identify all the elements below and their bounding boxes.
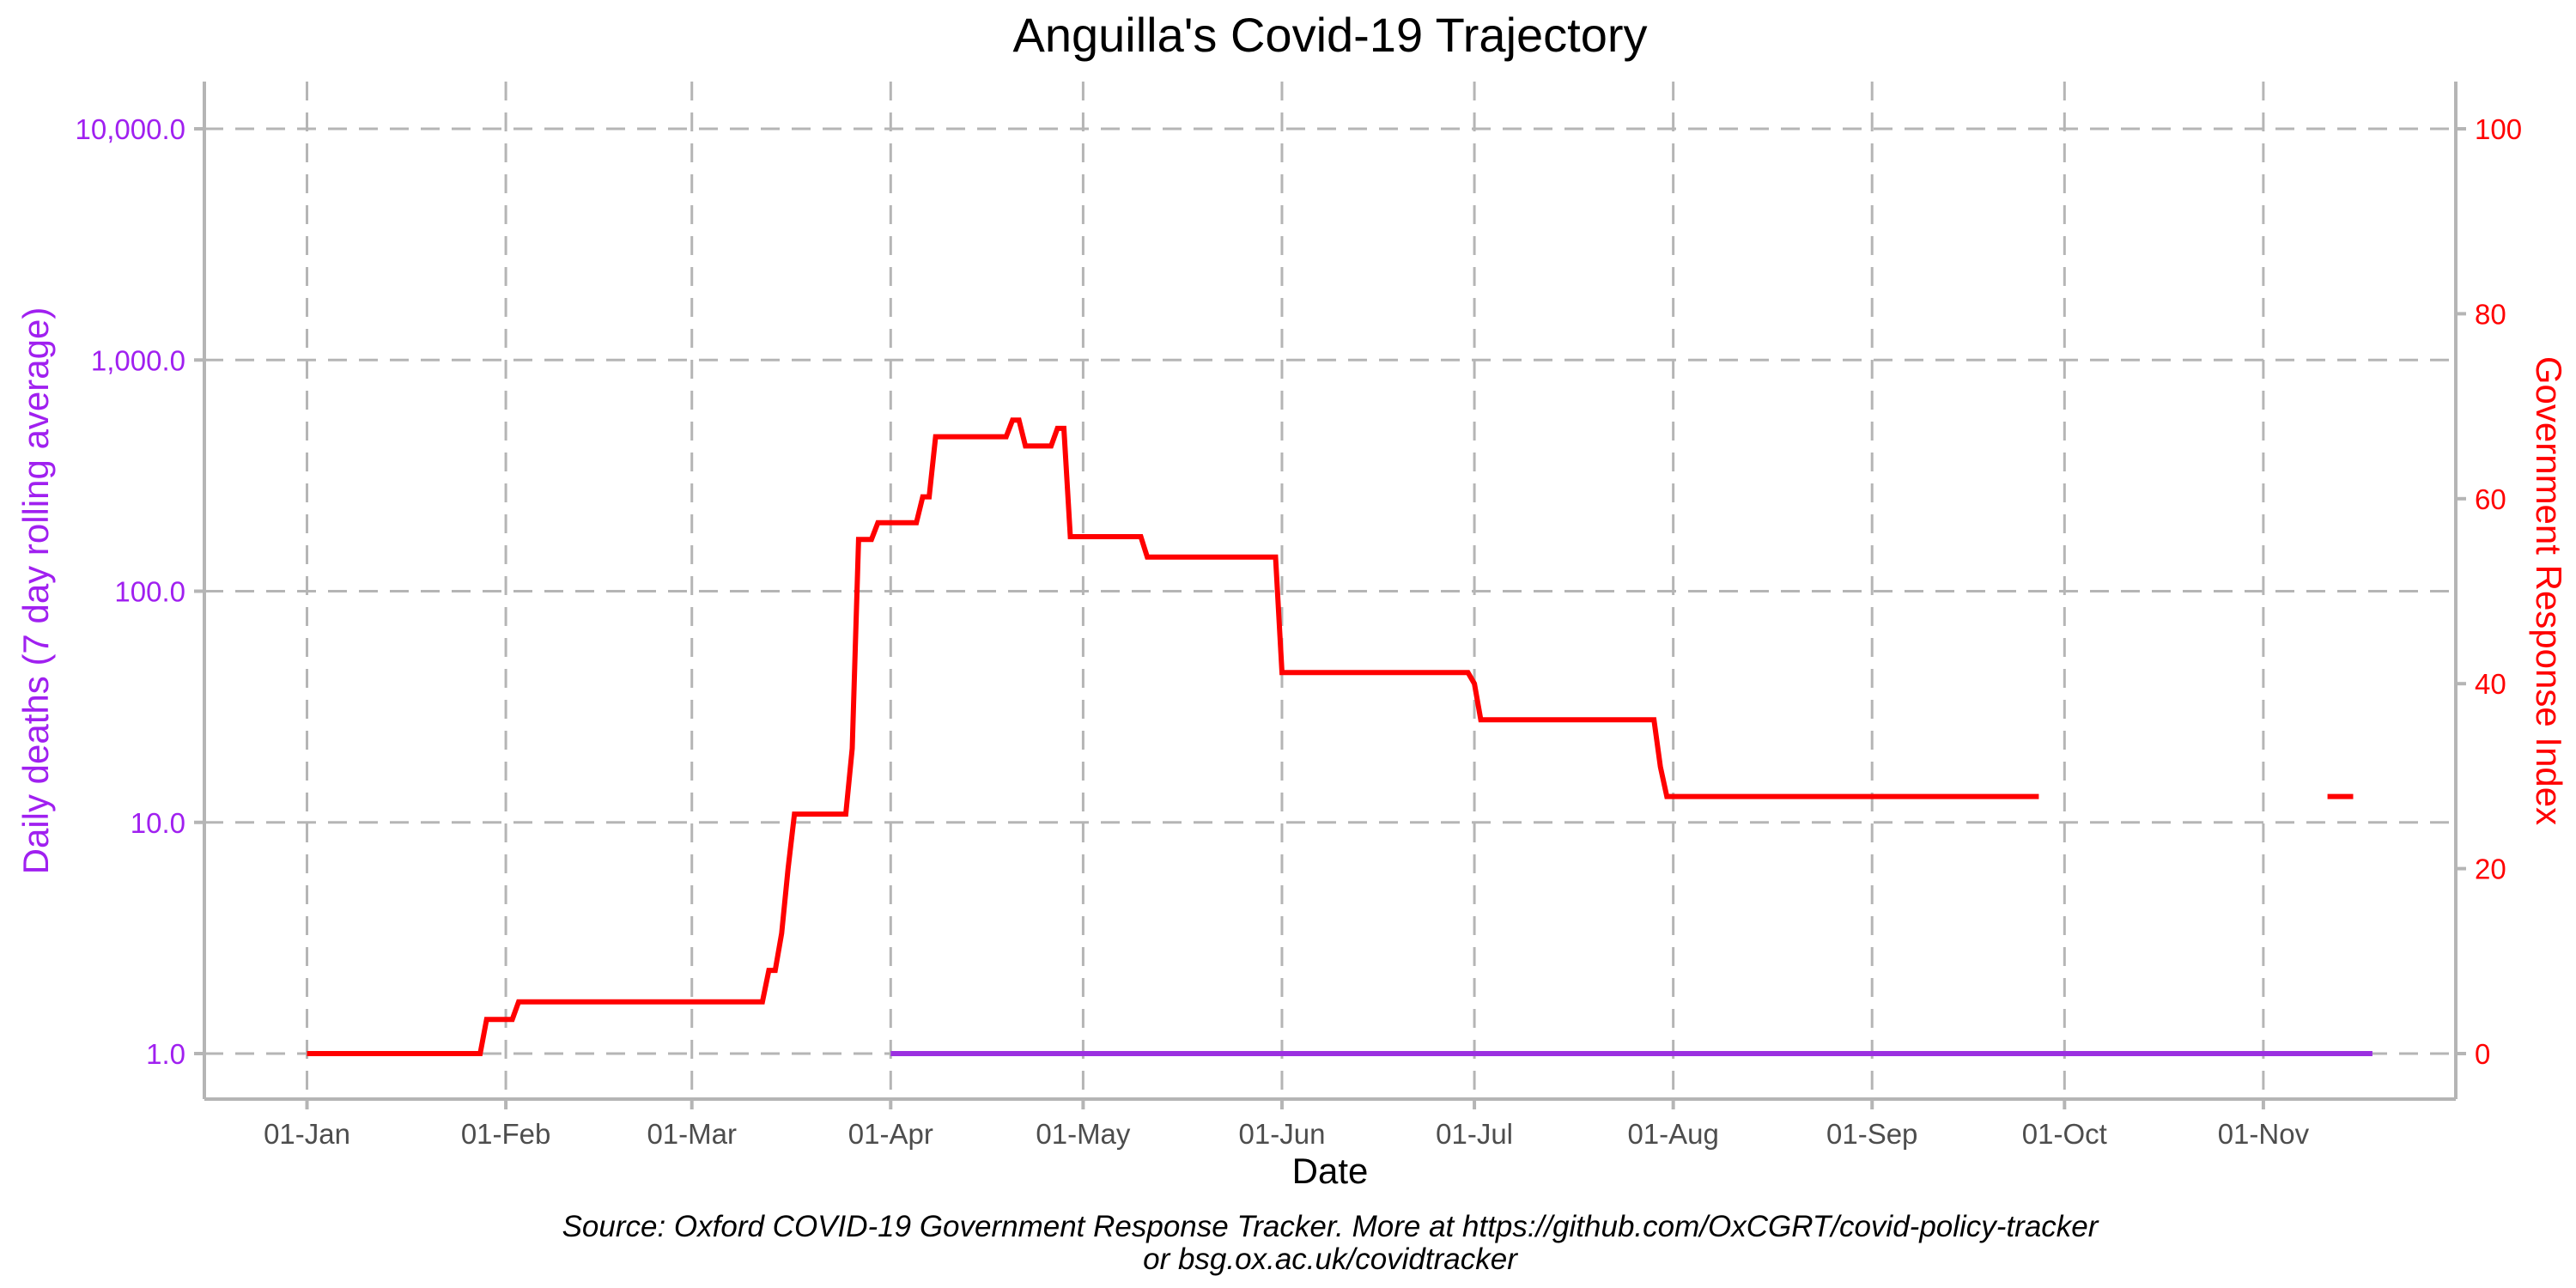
- y-right-tick-label: 80: [2475, 298, 2506, 330]
- y-left-tick-label: 1,000.0: [91, 344, 185, 376]
- source-caption-line-1: Source: Oxford COVID-19 Government Respo…: [562, 1210, 2099, 1243]
- grid: [204, 82, 2456, 1099]
- y-right-tick-label: 0: [2475, 1038, 2490, 1070]
- x-tick-label: 01-Apr: [848, 1118, 933, 1150]
- response-index-series-line: [307, 417, 2039, 1056]
- y-left-tick-label: 10.0: [131, 807, 185, 839]
- axes: [194, 82, 2466, 1109]
- x-tick-label: 01-Jan: [264, 1118, 350, 1150]
- x-tick-label: 01-Jul: [1436, 1118, 1513, 1150]
- x-tick-label: 01-Mar: [647, 1118, 737, 1150]
- y-right-tick-label: 40: [2475, 668, 2506, 700]
- y-left-tick-label: 10,000.0: [76, 113, 185, 145]
- x-tick-label: 01-Oct: [2022, 1118, 2107, 1150]
- y-right-tick-label: 60: [2475, 483, 2506, 515]
- y-left-tick-label: 1.0: [146, 1038, 185, 1070]
- y-axis-left-title: Daily deaths (7 day rolling average): [15, 307, 56, 875]
- x-tick-label: 01-May: [1036, 1118, 1131, 1150]
- y-left-tick-label: 100.0: [114, 576, 185, 608]
- series: [307, 417, 2372, 1056]
- x-tick-label: 01-Jun: [1239, 1118, 1326, 1150]
- y-right-tick-label: 100: [2475, 113, 2522, 145]
- tick-labels: 01-Jan 01-Feb 01-Mar 01-Apr 01-May 01-Jun 01-J…: [76, 113, 2523, 1150]
- x-tick-label: 01-Sep: [1826, 1118, 1917, 1150]
- source-caption-line-2: or bsg.ox.ac.uk/covidtracker: [1143, 1242, 1518, 1276]
- x-tick-label: 01-Aug: [1627, 1118, 1718, 1150]
- x-tick-label: 01-Nov: [2218, 1118, 2310, 1150]
- y-axis-right-title: Government Response Index: [2529, 356, 2569, 825]
- x-axis-title: Date: [1292, 1151, 1369, 1191]
- x-tick-label: 01-Feb: [461, 1118, 551, 1150]
- y-right-tick-label: 20: [2475, 854, 2506, 885]
- chart-title: Anguilla's Covid-19 Trajectory: [1012, 8, 1647, 62]
